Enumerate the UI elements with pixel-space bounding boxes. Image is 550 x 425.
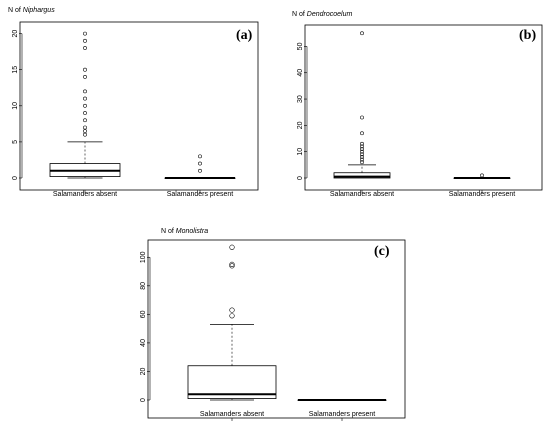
y-tick-label: 40	[297, 69, 304, 77]
box-salamanders-absent	[187, 244, 277, 401]
outlier-point	[360, 141, 364, 146]
outlier-point	[83, 132, 87, 137]
panel-a-letter: (a)	[236, 28, 253, 43]
y-tick-label: 50	[297, 42, 304, 50]
panel-c-letter: (c)	[374, 244, 390, 259]
x-tick-label: Salamanders absent	[200, 411, 264, 418]
y-tick-label: 0	[297, 176, 304, 180]
y-tick-label: 15	[12, 66, 19, 74]
x-tick-label: Salamanders absent	[330, 191, 394, 198]
y-tick-label: 80	[140, 282, 147, 290]
panel-b-letter: (b)	[519, 28, 536, 43]
plots-layer: 0 5 10 15 20 Salamanders absent Salamanders pr…	[12, 21, 543, 421]
outlier-point	[229, 307, 235, 313]
y-tick-label: 10	[12, 102, 19, 110]
panel-a-title: N of Niphargus	[8, 7, 55, 14]
box-salamanders-absent	[333, 31, 391, 179]
outlier-point	[83, 103, 87, 108]
outlier-point	[83, 125, 87, 130]
y-tick-label: 20	[297, 121, 304, 129]
plot-frame	[304, 24, 543, 191]
panel-c-title: N of Monolistra	[161, 228, 208, 235]
x-tick-label: Salamanders present	[449, 191, 516, 198]
outlier-point	[83, 67, 87, 72]
outlier-point	[83, 38, 87, 43]
box-salamanders-absent	[49, 31, 121, 179]
boxplot-2: 0 10 20 30 40 50 Salamanders absent Salamanders…	[297, 24, 543, 198]
outlier-point	[229, 313, 235, 319]
y-tick-label: 20	[12, 30, 19, 38]
outlier-point	[229, 261, 235, 268]
panel-c: N of Monolistra (c)	[161, 228, 390, 259]
outlier-point	[360, 147, 364, 151]
outlier-point	[360, 144, 364, 149]
outlier-point	[198, 154, 202, 159]
y-tick-label: 0	[12, 176, 19, 180]
outlier-point	[83, 89, 87, 94]
panel-b: N of Dendrocoelum (b)	[292, 11, 536, 43]
outlier-point	[83, 111, 87, 115]
outlier-point	[360, 131, 364, 136]
box-salamanders-present	[164, 154, 236, 179]
boxplot-1: 0 5 10 15 20 Salamanders absent Salamanders pr…	[12, 21, 259, 198]
box-iqr	[333, 172, 391, 179]
outlier-point	[480, 173, 484, 178]
outlier-point	[229, 244, 235, 250]
x-tick-label: Salamanders present	[167, 191, 234, 198]
outlier-point	[229, 263, 235, 269]
outlier-point	[360, 31, 364, 36]
y-tick-label: 30	[297, 95, 304, 103]
box-salamanders-present	[453, 173, 511, 179]
plot-frame	[147, 239, 406, 419]
outlier-point	[360, 149, 364, 154]
x-tick-label: Salamanders present	[309, 411, 376, 418]
outlier-point	[83, 46, 87, 50]
outlier-point	[360, 115, 364, 120]
y-tick-label: 40	[140, 339, 147, 347]
box-iqr	[187, 365, 277, 399]
x-tick-label: Salamanders absent	[53, 191, 117, 198]
y-tick-label: 5	[12, 140, 19, 144]
outlier-point	[360, 157, 364, 162]
outlier-point	[83, 96, 87, 101]
panel-b-title: N of Dendrocoelum	[292, 11, 352, 18]
outlier-point	[360, 155, 364, 159]
boxplot-3: 0 20 40 60 80 100 Salamanders absent Salamander…	[140, 239, 406, 421]
outlier-point	[360, 152, 364, 157]
outlier-point	[83, 129, 87, 133]
y-tick-label: 60	[140, 310, 147, 318]
y-tick-label: 10	[297, 148, 304, 156]
outlier-point	[360, 160, 364, 165]
y-tick-label: 100	[140, 251, 147, 263]
outlier-point	[83, 118, 87, 123]
plot-frame	[19, 21, 259, 191]
y-tick-label: 20	[140, 367, 147, 375]
outlier-point	[198, 161, 202, 166]
outlier-point	[83, 31, 87, 36]
outlier-point	[198, 168, 202, 173]
panel-a: N of Niphargus (a)	[8, 7, 253, 43]
outlier-point	[83, 75, 87, 79]
box-salamanders-present	[297, 399, 387, 401]
y-tick-label: 0	[140, 398, 147, 402]
